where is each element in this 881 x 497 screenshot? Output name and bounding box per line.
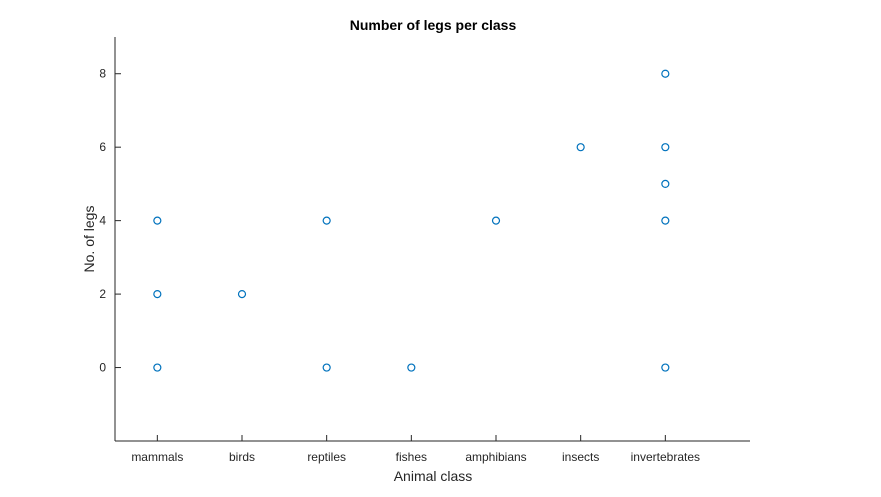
data-point	[576, 143, 585, 152]
y-tick-label: 6	[99, 140, 106, 154]
x-ticks: mammals birds reptiles fishes amphibians inse…	[131, 435, 700, 464]
chart-title: Number of legs per class	[350, 17, 517, 33]
x-tick-label: mammals	[131, 450, 183, 464]
y-axis-label: No. of legs	[81, 206, 97, 273]
data-point	[661, 69, 670, 78]
data-points	[153, 69, 670, 372]
data-point	[237, 289, 247, 299]
y-tick-label: 0	[99, 361, 106, 375]
data-point	[153, 289, 162, 299]
x-tick-label: fishes	[396, 450, 427, 464]
x-tick-label: reptiles	[307, 450, 346, 464]
y-tick-label: 8	[99, 67, 106, 81]
y-tick-label: 2	[99, 287, 106, 301]
x-axis-label: Animal class	[394, 468, 473, 484]
x-tick-label: invertebrates	[631, 450, 700, 464]
data-point	[491, 216, 501, 225]
data-point	[322, 216, 331, 225]
data-point	[153, 363, 162, 372]
data-point	[661, 363, 670, 372]
data-point	[407, 363, 416, 372]
data-point	[661, 143, 670, 152]
data-point	[661, 179, 670, 189]
data-point	[153, 216, 162, 225]
y-tick-label: 4	[99, 214, 106, 228]
y-ticks: 0 2 4 6 8	[99, 67, 121, 375]
x-tick-label: birds	[229, 450, 255, 464]
data-point	[661, 216, 670, 225]
x-tick-label: amphibians	[465, 450, 526, 464]
x-tick-label: insects	[562, 450, 599, 464]
data-point	[322, 363, 331, 372]
